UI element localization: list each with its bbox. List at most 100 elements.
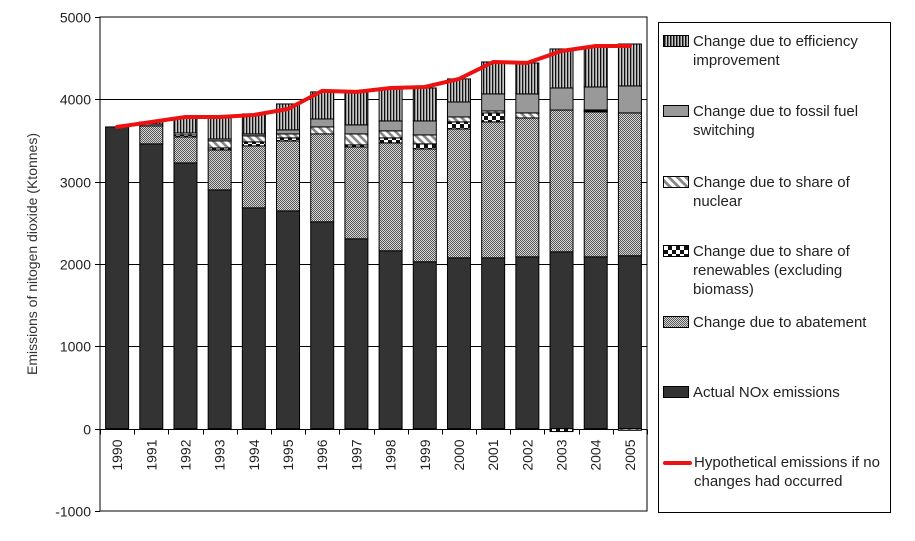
bar-1992	[173, 117, 198, 430]
fossil-switching-segment	[412, 120, 437, 136]
efficiency-segment	[378, 88, 403, 122]
y-tick-label: 5000	[60, 10, 91, 26]
x-tick-label: 1998	[383, 439, 399, 470]
actual-nox-segment	[412, 261, 437, 430]
fossil-switching-segment	[549, 87, 574, 111]
legend-label: Change due to abatement	[693, 314, 867, 331]
bar-2000	[446, 78, 471, 430]
nuclear-segment	[276, 133, 301, 139]
actual-nox-segment	[310, 221, 335, 430]
efficiency-segment	[515, 62, 540, 95]
nuclear-segment	[241, 135, 266, 143]
stipple-swatch-icon	[663, 316, 689, 328]
actual-nox-segment	[515, 256, 540, 430]
y-axis: -1000 0 1000 2000 3000 4000 5000	[55, 10, 100, 520]
bar-1998	[378, 88, 403, 430]
actual-nox-segment	[139, 143, 164, 430]
nuclear-segment	[378, 130, 403, 139]
bar-2003	[549, 48, 574, 433]
actual-nox-segment	[173, 162, 198, 430]
efficiency-segment	[617, 43, 642, 87]
legend: Change due to efficiency improvement Cha…	[658, 22, 891, 513]
legend-label: Change due to share of nuclear	[693, 174, 850, 210]
y-tick-label: 4000	[60, 92, 91, 108]
legend-item-abatement: Change due to abatement	[663, 313, 898, 332]
abatement-segment	[378, 142, 403, 252]
bar-1997	[344, 91, 369, 430]
legend-item-nuclear: Change due to share of nuclear	[663, 173, 889, 211]
fossil-switching-segment	[344, 124, 369, 135]
nuclear-segment	[515, 112, 540, 119]
efficiency-segment	[549, 48, 574, 89]
y-tick-label: 2000	[60, 257, 91, 273]
fossil-switching-segment	[617, 85, 642, 114]
fossil-switching-segment	[583, 86, 608, 111]
x-tick-label: 2004	[588, 439, 604, 470]
actual-nox-segment	[207, 189, 232, 430]
x-tick-label: 2003	[554, 439, 570, 470]
bar-1995	[276, 103, 301, 430]
efficiency-segment	[583, 46, 608, 88]
actual-nox-segment	[276, 210, 301, 430]
grey-swatch-icon	[663, 105, 689, 117]
x-tick-label: 1990	[109, 439, 125, 470]
legend-item-efficiency: Change due to efficiency improvement	[663, 32, 889, 70]
abatement-segment	[344, 146, 369, 240]
nuclear-segment	[446, 116, 471, 123]
fossil-switching-segment	[446, 101, 471, 118]
legend-label: Change due to efficiency improvement	[693, 33, 858, 69]
y-axis-label: Emissions of nitogen dioxide (Ktonnes)	[24, 133, 40, 375]
x-tick-label: 2005	[622, 439, 638, 470]
abatement-segment	[241, 145, 266, 209]
bar-2004	[583, 46, 608, 430]
vertical-stripes-swatch-icon	[663, 35, 689, 47]
x-tick-label: 1992	[177, 439, 193, 470]
x-tick-label: 2001	[485, 439, 501, 470]
fossil-switching-segment	[276, 129, 301, 135]
bar-2002	[515, 62, 540, 430]
fossil-switching-segment	[515, 93, 540, 114]
abatement-segment	[515, 117, 540, 258]
legend-item-renewables: Change due to share of renewables (exclu…	[663, 242, 889, 299]
abatement-segment	[549, 109, 574, 253]
abatement-segment	[310, 133, 335, 223]
bar-1991	[139, 121, 164, 430]
abatement-segment	[481, 121, 506, 259]
renewables-segment	[412, 143, 437, 150]
actual-nox-segment	[617, 255, 642, 430]
x-tick-label: 1996	[314, 439, 330, 470]
fossil-switching-segment	[310, 118, 335, 128]
hypothetical-emissions-line	[115, 44, 632, 129]
actual-nox-segment	[378, 250, 403, 430]
x-axis: 1990 1991 1992 1993 1994 1995 1996 1997 1998 1999…	[100, 429, 648, 471]
x-tick-label: 2000	[451, 439, 467, 470]
red-line-swatch-icon	[663, 461, 692, 465]
bar-1994	[241, 113, 266, 430]
abatement-segment	[583, 111, 608, 258]
actual-nox-segment	[241, 207, 266, 430]
abatement-segment	[446, 128, 471, 259]
bar-2005	[617, 43, 642, 431]
actual-nox-segment	[446, 257, 471, 430]
bar-1999	[412, 87, 437, 430]
abatement-segment	[276, 140, 301, 212]
abatement-segment	[173, 136, 198, 164]
bar-1996	[310, 91, 335, 430]
actual-nox-segment	[481, 257, 506, 430]
renewables-segment	[446, 121, 471, 130]
actual-nox-segment	[105, 126, 130, 430]
nuclear-segment	[207, 140, 232, 149]
legend-label: Hypothetical emissions if no changes had…	[694, 454, 880, 490]
y-tick-label: 3000	[60, 175, 91, 191]
x-tick-label: 1995	[280, 439, 296, 470]
actual-nox-segment	[344, 238, 369, 430]
efficiency-segment	[207, 117, 232, 140]
abatement-segment	[412, 148, 437, 263]
diagonal-hatch-swatch-icon	[663, 176, 689, 188]
bar-1993	[207, 117, 232, 430]
nuclear-segment	[617, 428, 642, 431]
y-tick-label: 1000	[60, 339, 91, 355]
x-tick-label: 2002	[519, 439, 535, 470]
renewables-segment	[241, 141, 266, 147]
nuclear-segment	[344, 133, 369, 146]
